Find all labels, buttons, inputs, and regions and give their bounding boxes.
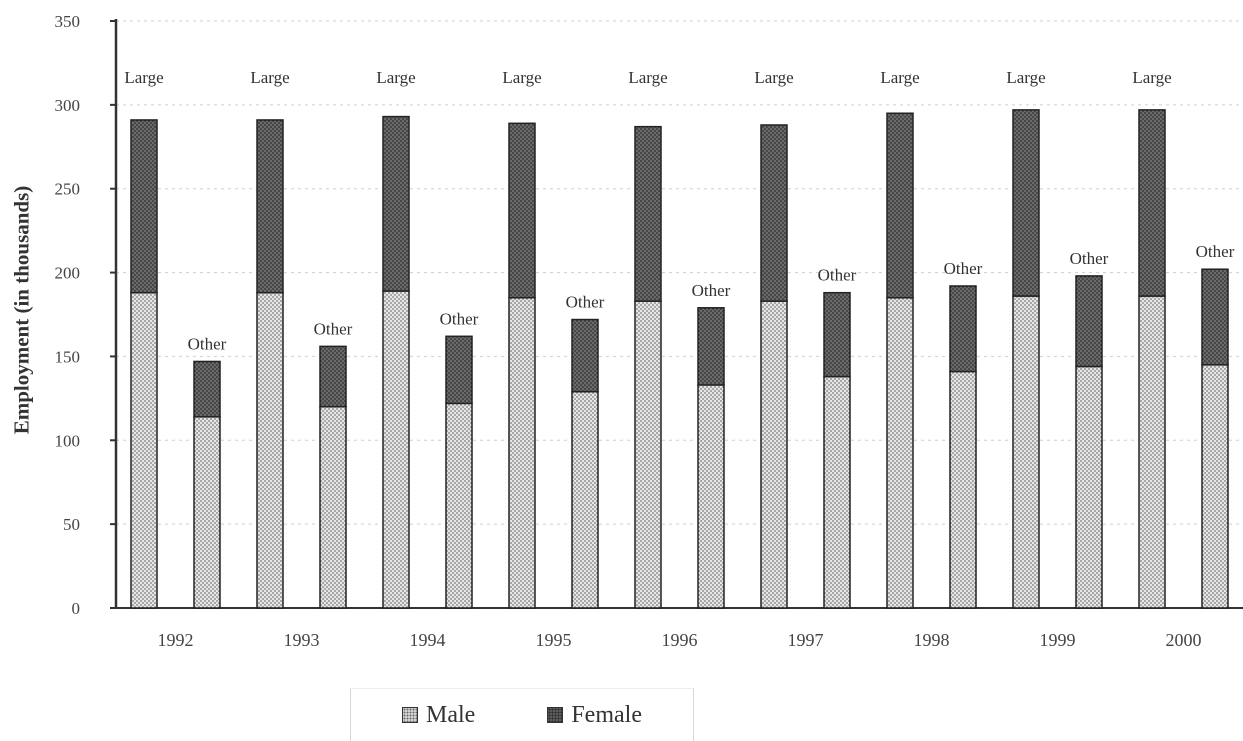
x-tick-label: 1995 [536, 630, 572, 650]
bar-other-male-1995 [571, 390, 599, 609]
bar-label-other: Other [944, 259, 983, 278]
y-tick-label: 100 [55, 431, 81, 450]
bar-large-male-1999 [1012, 295, 1040, 609]
bar-large-female-1995 [508, 122, 536, 299]
bar-large-male-1997 [760, 300, 788, 609]
bar-other-male-1998 [949, 370, 977, 609]
x-tick-label: 2000 [1166, 630, 1202, 650]
bar-label-other: Other [314, 319, 353, 338]
bar-large-male-1996 [634, 300, 662, 609]
bar-other-female-1997 [823, 291, 851, 378]
bar-large-female-1999 [1012, 109, 1040, 297]
x-tick-label: 1999 [1040, 630, 1076, 650]
legend-swatch-male [402, 707, 419, 723]
bar-label-large: Large [250, 68, 289, 87]
bar-other-male-1993 [319, 405, 347, 609]
y-tick-label: 200 [55, 264, 81, 283]
y-axis-label: Employment (in thousands) [9, 185, 34, 435]
bar-label-large: Large [754, 68, 793, 87]
legend-item-female: Female [547, 702, 642, 729]
y-tick-label: 350 [55, 12, 81, 31]
legend-label-female: Female [571, 701, 642, 728]
bar-other-female-1998 [949, 285, 977, 373]
bar-other-female-2000 [1201, 268, 1229, 366]
bar-large-female-1992 [130, 119, 158, 294]
bar-large-male-1994 [382, 290, 410, 609]
bar-label-other: Other [1070, 249, 1109, 268]
y-tick-label: 300 [55, 96, 81, 115]
bar-large-female-1997 [760, 124, 788, 302]
bar-label-other: Other [440, 309, 479, 328]
bar-large-male-1992 [130, 291, 158, 609]
bar-large-female-1998 [886, 112, 914, 299]
legend: Male Female [350, 688, 694, 741]
y-tick-label: 250 [55, 180, 81, 199]
legend-item-male: Male [402, 702, 475, 729]
legend-label-male: Male [426, 701, 476, 728]
bar-label-large: Large [628, 68, 667, 87]
bar-label-large: Large [502, 68, 541, 87]
bar-label-other: Other [566, 293, 605, 312]
bar-label-other: Other [692, 281, 731, 300]
bar-other-male-1994 [445, 402, 473, 609]
bar-label-other: Other [1196, 242, 1235, 261]
bar-large-male-1995 [508, 296, 536, 609]
bar-large-male-1998 [886, 296, 914, 609]
bar-label-large: Large [880, 68, 919, 87]
x-tick-label: 1993 [284, 630, 320, 650]
bar-large-male-1993 [256, 291, 284, 609]
bar-label-other: Other [818, 266, 857, 285]
bar-other-female-1995 [571, 318, 599, 393]
bar-large-male-2000 [1138, 295, 1166, 609]
bar-other-male-1997 [823, 375, 851, 609]
bar-other-female-1999 [1075, 275, 1103, 368]
bar-other-male-1999 [1075, 365, 1103, 609]
bar-other-male-2000 [1201, 364, 1229, 609]
bar-other-male-1992 [193, 416, 221, 609]
x-tick-label: 1992 [158, 630, 194, 650]
x-tick-label: 1996 [662, 630, 698, 650]
bar-label-large: Large [1132, 68, 1171, 87]
bar-label-large: Large [1006, 68, 1045, 87]
bar-large-female-1993 [256, 119, 284, 294]
bar-other-male-1996 [697, 384, 725, 609]
x-tick-label: 1997 [788, 630, 824, 650]
y-tick-label: 50 [63, 515, 80, 534]
y-tick-label: 0 [72, 599, 81, 618]
legend-swatch-female [547, 707, 564, 723]
y-tick-label: 150 [55, 347, 81, 366]
bar-large-female-1994 [382, 115, 410, 292]
bar-other-female-1992 [193, 360, 221, 418]
bar-label-large: Large [124, 68, 163, 87]
bar-large-female-1996 [634, 125, 662, 302]
x-tick-label: 1994 [410, 630, 446, 650]
bar-other-female-1994 [445, 335, 473, 405]
bar-other-female-1993 [319, 345, 347, 408]
bar-large-female-2000 [1138, 109, 1166, 297]
bar-label-other: Other [188, 334, 227, 353]
bar-label-large: Large [376, 68, 415, 87]
x-tick-label: 1998 [914, 630, 950, 650]
bar-other-female-1996 [697, 307, 725, 386]
